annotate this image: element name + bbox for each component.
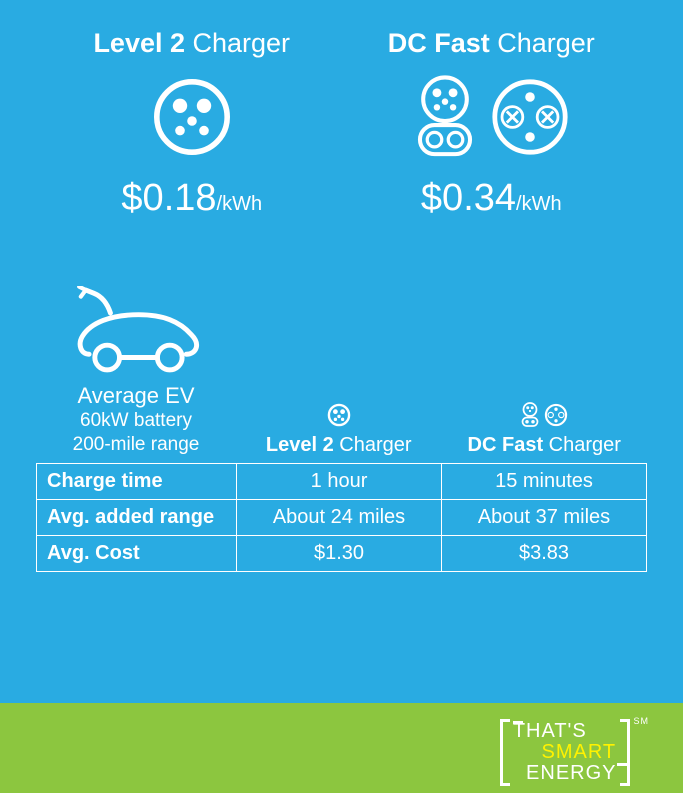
col-header-dcfast-icons xyxy=(442,400,648,430)
col-header-dcfast: DC Fast Charger xyxy=(442,400,648,457)
comparison-section: Average EV 60kW battery 200-mile range xyxy=(36,286,647,572)
main-panel: Level 2 Charger $0.18/kWh DC Fast Charge… xyxy=(0,0,683,703)
j1772-connector-icon xyxy=(152,77,232,157)
dcfast-price-value: $0.34 xyxy=(421,177,516,219)
row-value-level2: $1.30 xyxy=(237,535,442,571)
row-label: Avg. added range xyxy=(37,499,237,535)
level2-icon-row xyxy=(42,75,342,159)
level2-column: Level 2 Charger $0.18/kWh xyxy=(42,28,342,220)
row-value-level2: 1 hour xyxy=(237,463,442,499)
brand-servicemark: SM xyxy=(634,716,650,726)
ccs-connector-small-icon xyxy=(520,402,540,428)
col-header-level2-icons xyxy=(236,400,442,430)
level2-price-unit: /kWh xyxy=(217,193,263,215)
level2-price-value: $0.18 xyxy=(121,177,216,219)
dcfast-title: DC Fast Charger xyxy=(342,28,642,59)
row-value-level2: About 24 miles xyxy=(237,499,442,535)
row-value-dcfast: $3.83 xyxy=(442,535,647,571)
dcfast-price: $0.34/kWh xyxy=(342,177,642,220)
chademo-connector-icon xyxy=(490,77,570,157)
row-label: Avg. Cost xyxy=(37,535,237,571)
ev-info-col: Average EV 60kW battery 200-mile range xyxy=(36,286,236,457)
chademo-connector-small-icon xyxy=(544,403,568,427)
dcfast-column: DC Fast Charger xyxy=(342,28,642,220)
table-row: Avg. added rangeAbout 24 milesAbout 37 m… xyxy=(37,499,647,535)
chargers-row: Level 2 Charger $0.18/kWh DC Fast Charge… xyxy=(36,28,647,220)
table-header-row: Average EV 60kW battery 200-mile range xyxy=(36,286,647,457)
level2-title-rest: Charger xyxy=(185,28,290,58)
ev-car-icon xyxy=(66,286,206,378)
level2-title-bold: Level 2 xyxy=(93,28,185,58)
dcfast-price-unit: /kWh xyxy=(516,193,562,215)
dcfast-title-rest: Charger xyxy=(490,28,595,58)
comparison-table: Charge time1 hour15 minutesAvg. added ra… xyxy=(36,463,647,572)
col-header-level2: Level 2 Charger xyxy=(236,400,442,457)
table-row: Avg. Cost$1.30$3.83 xyxy=(37,535,647,571)
row-label: Charge time xyxy=(37,463,237,499)
brand-line3: ENERGY xyxy=(526,762,616,784)
ev-sub2: 200-mile range xyxy=(36,433,236,457)
brand-line2: SMART xyxy=(541,741,616,763)
col-header-dcfast-title: DC Fast Charger xyxy=(442,434,648,457)
dcfast-icon-row xyxy=(342,75,642,159)
row-value-dcfast: About 37 miles xyxy=(442,499,647,535)
dcfast-title-bold: DC Fast xyxy=(388,28,490,58)
ev-label: Average EV xyxy=(36,383,236,409)
level2-price: $0.18/kWh xyxy=(42,177,342,220)
j1772-connector-small-icon xyxy=(327,403,351,427)
table-row: Charge time1 hour15 minutes xyxy=(37,463,647,499)
footer-bar: THAT'S THSMART TENERGY SM xyxy=(0,703,683,793)
ev-sub1: 60kW battery xyxy=(36,409,236,433)
comparison-table-body: Charge time1 hour15 minutesAvg. added ra… xyxy=(37,463,647,571)
ccs-connector-icon xyxy=(412,75,478,159)
brand-logo: THAT'S THSMART TENERGY SM xyxy=(500,719,645,786)
level2-title: Level 2 Charger xyxy=(42,28,342,59)
brand-line1: THAT'S xyxy=(513,720,587,742)
row-value-dcfast: 15 minutes xyxy=(442,463,647,499)
col-header-level2-title: Level 2 Charger xyxy=(236,434,442,457)
